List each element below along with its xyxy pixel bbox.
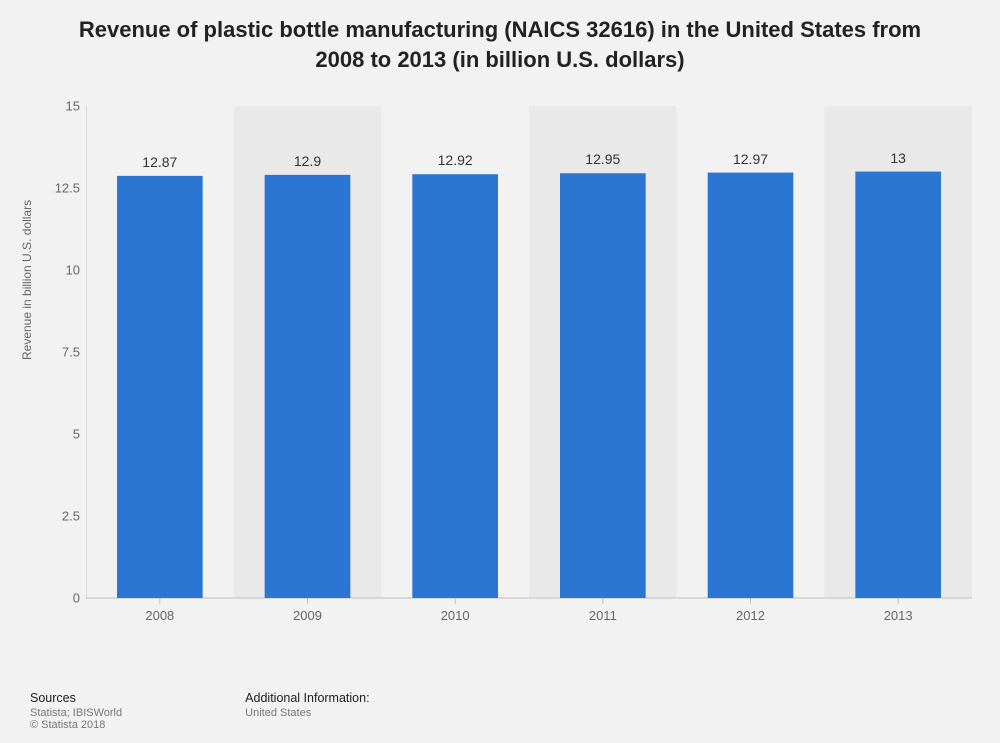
- chart-area: [86, 98, 972, 628]
- bar: [412, 174, 498, 598]
- y-tick-label: 7.5: [40, 345, 80, 360]
- chart-svg: [86, 98, 972, 628]
- bar: [560, 173, 646, 598]
- additional-heading: Additional Information:: [245, 691, 369, 705]
- x-tick-label: 2013: [884, 608, 913, 623]
- y-axis-label: Revenue in billion U.S. dollars: [20, 200, 34, 360]
- y-tick-label: 5: [40, 427, 80, 442]
- footer-sources: Sources Statista; IBISWorld © Statista 2…: [30, 691, 122, 731]
- x-tick-label: 2010: [441, 608, 470, 623]
- additional-line: United States: [245, 707, 369, 719]
- bar: [855, 172, 941, 598]
- bar-value-label: 12.9: [294, 153, 321, 169]
- bar-value-label: 12.87: [142, 154, 177, 170]
- y-tick-label: 15: [40, 99, 80, 114]
- chart-title: Revenue of plastic bottle manufacturing …: [0, 0, 1000, 84]
- chart-footer: Sources Statista; IBISWorld © Statista 2…: [30, 691, 970, 731]
- sources-line: Statista; IBISWorld: [30, 707, 122, 719]
- x-tick-label: 2011: [589, 608, 617, 623]
- sources-heading: Sources: [30, 691, 122, 705]
- sources-copyright: © Statista 2018: [30, 719, 122, 731]
- y-tick-label: 2.5: [40, 509, 80, 524]
- x-tick-label: 2012: [736, 608, 765, 623]
- bar: [708, 173, 794, 598]
- y-tick-label: 10: [40, 263, 80, 278]
- bar: [265, 175, 351, 598]
- bar-value-label: 12.95: [585, 151, 620, 167]
- x-tick-label: 2009: [293, 608, 322, 623]
- footer-additional: Additional Information: United States: [245, 691, 369, 719]
- bar-value-label: 12.97: [733, 151, 768, 167]
- bar-value-label: 12.92: [438, 152, 473, 168]
- bar: [117, 176, 203, 598]
- bar-value-label: 13: [890, 150, 906, 166]
- y-tick-label: 0: [40, 591, 80, 606]
- x-tick-label: 2008: [145, 608, 174, 623]
- y-tick-label: 12.5: [40, 181, 80, 196]
